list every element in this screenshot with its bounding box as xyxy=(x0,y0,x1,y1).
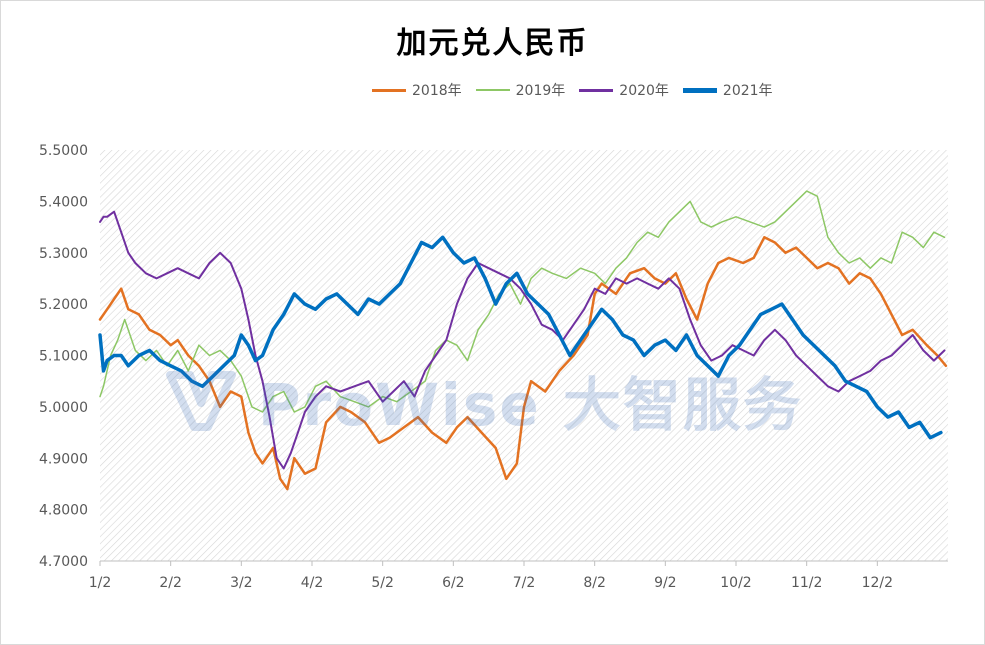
x-tick-label: 1/2 xyxy=(89,575,112,591)
chart-legend: 2018年 2019年 2020年 2021年 xyxy=(372,80,773,100)
series-group xyxy=(98,190,948,491)
legend-item-2021: 2021年 xyxy=(682,80,773,100)
legend-swatch-2019 xyxy=(475,89,510,91)
legend-label-2018: 2018年 xyxy=(412,83,462,99)
legend-swatch-2020 xyxy=(579,88,614,92)
legend-label-2019: 2019年 xyxy=(515,83,566,99)
x-tick-label: 12/2 xyxy=(862,575,893,591)
x-tick-label: 8/2 xyxy=(583,575,606,591)
x-tick-label: 3/2 xyxy=(230,575,253,591)
legend-swatch-2021 xyxy=(682,87,717,93)
x-tick-label: 2/2 xyxy=(159,575,182,591)
y-tick-label: 4.9000 xyxy=(39,451,88,467)
y-tick-label: 5.2000 xyxy=(39,297,88,313)
y-tick-label: 5.5000 xyxy=(39,143,88,159)
y-tick-label: 4.8000 xyxy=(39,503,88,519)
legend-item-2020: 2020年 xyxy=(579,80,669,100)
x-tick-label: 5/2 xyxy=(371,575,394,591)
series-line-2018年 xyxy=(98,236,948,491)
x-tick-label: 10/2 xyxy=(720,575,751,591)
y-axis: 5.5000 5.4000 5.3000 5.2000 5.1000 5.0000 4.90… xyxy=(39,143,88,570)
series-line-2019年 xyxy=(99,190,946,413)
legend-item-2019: 2019年 xyxy=(475,80,566,100)
legend-label-2021: 2021年 xyxy=(722,83,773,99)
x-axis: 1/2 2/2 3/2 4/2 5/2 6/2 7/2 8/2 9/2 10/2 11/2 12/2 xyxy=(89,560,948,591)
y-tick-label: 5.1000 xyxy=(39,349,88,365)
x-tick-label: 9/2 xyxy=(654,575,677,591)
x-tick-label: 4/2 xyxy=(301,575,324,591)
y-tick-label: 5.3000 xyxy=(39,246,88,262)
legend-item-2018: 2018年 xyxy=(372,80,462,100)
legend-label-2020: 2020年 xyxy=(619,83,669,99)
x-tick-label: 6/2 xyxy=(442,575,465,591)
plot-background xyxy=(100,150,948,561)
legend-swatch-2018 xyxy=(372,88,406,92)
x-tick-label: 7/2 xyxy=(513,575,536,591)
y-tick-label: 5.0000 xyxy=(39,400,88,416)
series-line-2021年 xyxy=(98,235,943,440)
chart-title: 加元兑人民币 xyxy=(396,26,589,61)
series-line-2020年 xyxy=(99,210,946,470)
y-tick-label: 4.7000 xyxy=(39,554,88,570)
x-tick-label: 11/2 xyxy=(791,575,822,591)
y-tick-label: 5.4000 xyxy=(39,194,88,210)
